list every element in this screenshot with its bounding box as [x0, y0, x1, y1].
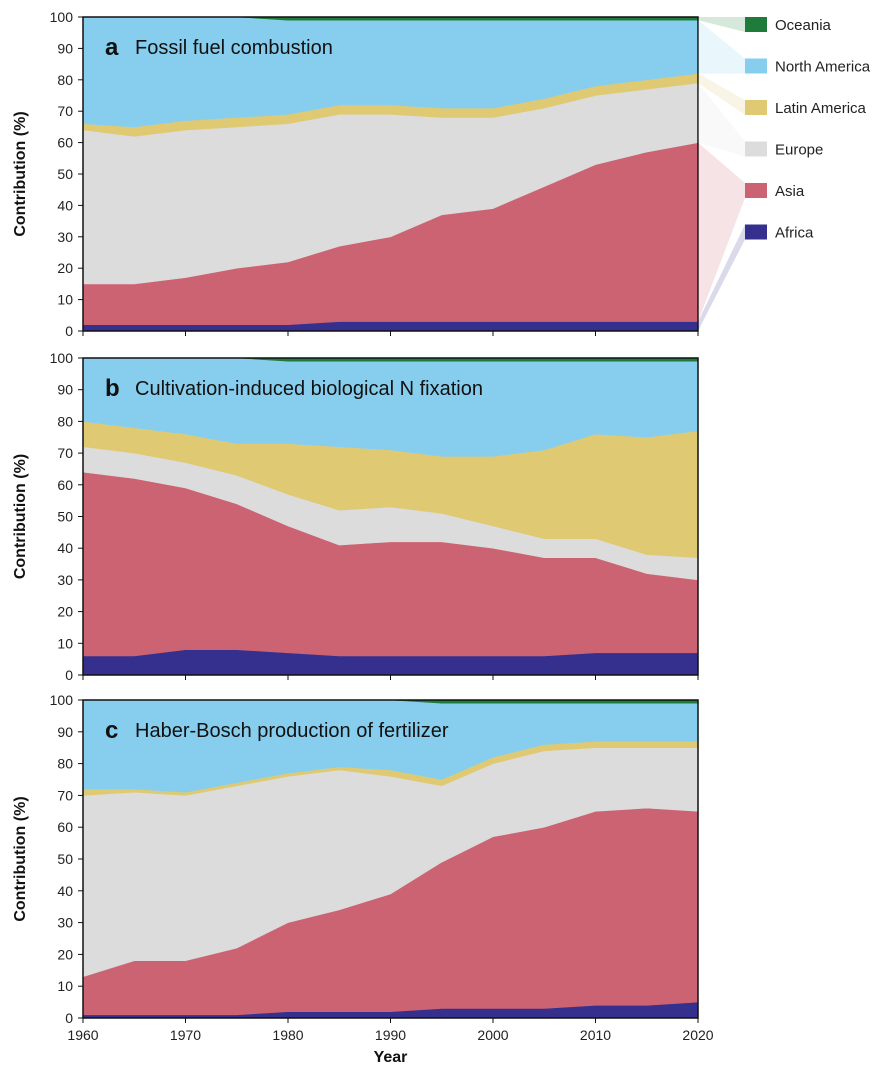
y-tick-label: 90	[57, 40, 73, 56]
y-axis-label: Contribution (%)	[12, 796, 29, 921]
y-axis-label: Contribution (%)	[12, 111, 29, 236]
y-tick-label: 0	[65, 667, 73, 683]
y-tick-label: 0	[65, 323, 73, 339]
legend-swatch	[745, 141, 767, 157]
y-tick-label: 90	[57, 724, 73, 740]
legend-connector	[698, 142, 745, 322]
legend-connector	[698, 17, 745, 32]
y-tick-label: 40	[57, 883, 73, 899]
legend-connector	[698, 224, 745, 331]
legend-label: Africa	[775, 225, 814, 242]
y-tick-label: 80	[57, 756, 73, 772]
y-tick-label: 10	[57, 635, 73, 651]
panel-a: 0 10 20 30 40 50 60 70 80 90 100 Contribution (%) a F…	[12, 9, 699, 339]
panel-letter: b	[105, 375, 120, 402]
y-axis-label: Contribution (%)	[12, 454, 29, 579]
legend-swatch	[745, 17, 767, 32]
x-tick-label: 2020	[682, 1027, 713, 1043]
panel-title: Fossil fuel combustion	[135, 37, 333, 59]
y-tick-label: 30	[57, 572, 73, 588]
y-tick-label: 70	[57, 445, 73, 461]
y-tick-label: 50	[57, 166, 73, 182]
y-tick-label: 30	[57, 915, 73, 931]
y-tick-label: 40	[57, 197, 73, 213]
panel-b: 0 10 20 30 40 50 60 70 80 90 100 Contribution (%) b C…	[12, 350, 699, 683]
legend-swatch	[745, 183, 767, 198]
y-tick-label: 100	[50, 9, 74, 25]
legend-swatch	[745, 100, 767, 115]
legend: Oceania North America Latin America Europe A…	[698, 17, 871, 331]
legend-label: Latin America	[775, 100, 867, 117]
y-tick-label: 10	[57, 292, 73, 308]
y-tick-label: 100	[50, 350, 74, 366]
y-tick-label: 20	[57, 604, 73, 620]
legend-connector	[698, 82, 745, 157]
y-tick-label: 50	[57, 851, 73, 867]
y-tick-label: 10	[57, 978, 73, 994]
y-tick-label: 60	[57, 135, 73, 151]
legend-label: North America	[775, 59, 871, 76]
y-tick-label: 20	[57, 260, 73, 276]
legend-connector	[698, 20, 745, 74]
legend-label: Oceania	[775, 17, 832, 34]
legend-connector	[698, 73, 745, 115]
x-tick-label: 1980	[272, 1027, 303, 1043]
y-tick-label: 70	[57, 787, 73, 803]
x-axis-label: Year	[374, 1049, 408, 1066]
legend-swatch	[745, 224, 767, 240]
x-tick-label: 1990	[375, 1027, 406, 1043]
y-tick-label: 30	[57, 229, 73, 245]
panel-c: 0 10 20 30 40 50 60 70 80 90 100 Contribution (%) c H…	[12, 692, 699, 1026]
y-tick-label: 100	[50, 692, 74, 708]
panel-title: Haber-Bosch production of fertilizer	[135, 720, 449, 742]
legend-label: Europe	[775, 142, 823, 159]
legend-label: Asia	[775, 183, 805, 200]
panel-title: Cultivation-induced biological N fixatio…	[135, 378, 483, 400]
y-tick-label: 60	[57, 819, 73, 835]
y-tick-label: 70	[57, 103, 73, 119]
y-tick-label: 60	[57, 477, 73, 493]
panel-letter: c	[105, 717, 118, 744]
y-tick-label: 80	[57, 413, 73, 429]
y-tick-label: 50	[57, 509, 73, 525]
y-tick-label: 0	[65, 1010, 73, 1026]
x-axis: 1960 1970 1980 1990 2000 2010 2020 Year	[67, 1027, 713, 1066]
y-tick-label: 20	[57, 946, 73, 962]
x-tick-label: 2010	[580, 1027, 611, 1043]
legend-swatch	[745, 58, 767, 74]
x-tick-label: 2000	[477, 1027, 508, 1043]
x-tick-label: 1970	[170, 1027, 201, 1043]
x-tick-label: 1960	[67, 1027, 98, 1043]
y-tick-label: 80	[57, 72, 73, 88]
y-tick-label: 90	[57, 382, 73, 398]
y-tick-label: 40	[57, 540, 73, 556]
panel-letter: a	[105, 34, 119, 61]
